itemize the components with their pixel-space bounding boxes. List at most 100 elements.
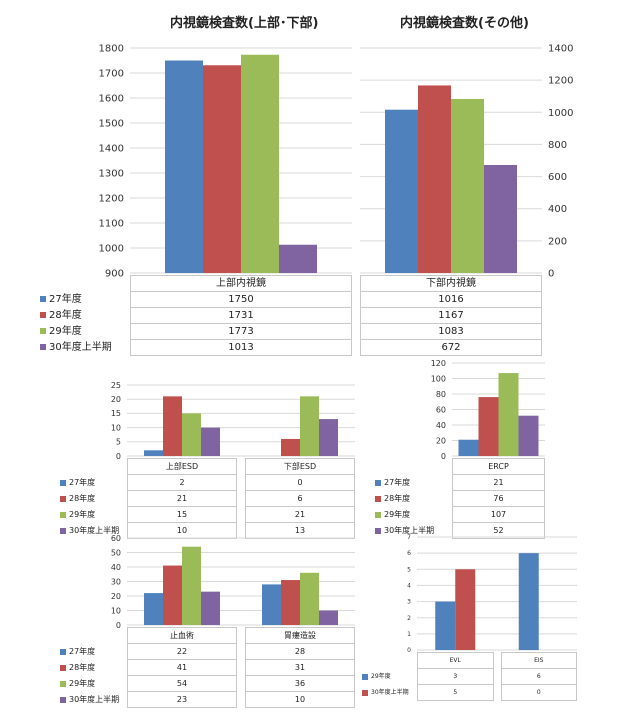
table-row: 29年度 3 6 [362,668,577,685]
bar-c3-s1-c1 [281,438,300,456]
series-name: 29年度 [69,679,96,688]
table-cell: 21 [452,474,545,491]
chart-title: 内視鏡検査数(上部･下部) [170,16,319,31]
series-label: 30年度上半期 [60,692,128,708]
table-cell: 0 [500,684,577,701]
tick-label: 3 [407,599,411,606]
tick-label: 200 [548,236,567,247]
legend-key [375,527,381,534]
series-label: 28年度 [375,491,453,507]
tick-label: 10 [111,423,121,432]
tick-label: 1400 [99,144,124,155]
series-label: 30年度上半期 [362,685,418,701]
bar-c5-s1-c1 [281,580,300,625]
table-category: EIS [500,652,577,669]
data-table: 上部内視鏡 27年度 1750 28年度 1731 29年度 1773 30年度上半期 1013 [40,275,352,356]
table-cell: 76 [452,490,545,507]
legend-key [40,344,46,350]
tick-label: 900 [105,269,124,280]
tick-label: 60 [436,405,446,414]
table-row: 27年度 1750 [40,291,352,308]
bar-c3-s3-c0 [201,427,220,456]
bar-c3-s2-c1 [300,396,319,456]
series-name: 29年度 [49,326,82,337]
series-label: 28年度 [60,660,128,676]
tick-label: 10 [111,606,121,615]
table-spacer [493,685,501,701]
table-row: 27年度 2 0 [60,474,355,491]
legend-key [40,312,46,318]
tick-label: 1600 [99,94,124,105]
tick-label: 1700 [99,69,124,80]
tick-label: 0 [441,452,446,461]
bar-c3-s2-c0 [182,413,201,456]
table-row: 30年度上半期 23 10 [60,691,355,708]
table-row: 28年度 76 [375,490,545,507]
bar-c1-s3-c0 [279,244,317,273]
table-cell: 21 [245,506,355,523]
table-cell: 3 [417,668,494,685]
table-spacer [237,459,246,475]
table-corner [375,459,453,475]
series-name: 30年度上半期 [384,526,435,535]
table-row: 29年度 15 21 [60,506,355,523]
table-category: 止血術 [127,627,237,644]
bar-c4-s3-c0 [518,415,539,456]
tick-label: 30 [111,577,121,586]
legend-key [60,680,66,687]
data-table: 上部ESD 下部ESD 27年度 2 0 28年度 21 6 29年度 15 21 30年度上半期 10… [60,458,355,539]
series-name: 30年度上半期 [49,342,112,353]
bar-c1-s2-c0 [241,54,279,273]
series-name: 29年度 [371,673,391,680]
table-cell: 6 [500,668,577,685]
series-label: 27年度 [40,292,131,308]
series-name: 27年度 [69,478,96,487]
table-spacer [493,653,501,669]
table-cell: 0 [245,474,355,491]
table-row: 28年度 1731 [40,307,352,324]
bar-c6-s0-c0 [435,601,456,650]
table-row: 672 [360,339,542,356]
bar-c4-s2-c0 [498,373,519,456]
tick-label: 40 [436,421,446,430]
chart-plot: 900 1000 1100 1200 1300 1400 1500 1600 1700 1800 [99,44,352,280]
bar-c5-s1-c0 [163,565,182,625]
table-cell: 1731 [130,307,352,324]
table-row: 30年度上半期 52 [375,522,545,539]
table-cell: 107 [452,506,545,523]
chart-title: 内視鏡検査数(その他) [400,16,529,31]
tick-label: 5 [407,566,411,573]
tick-label: 1000 [548,108,573,119]
tick-label: 120 [431,359,446,368]
tick-label: 100 [431,374,446,383]
tick-label: 4 [407,583,411,590]
tick-label: 0 [116,621,121,630]
table-cell: 31 [245,659,355,676]
table-cell: 23 [127,691,237,708]
legend-key [362,689,368,696]
tick-label: 1300 [99,169,124,180]
series-name: 27年度 [49,294,82,305]
bar-c2-s3-c0 [484,165,517,273]
data-table: 下部内視鏡 1016 1167 1083 672 [360,275,542,356]
tick-label: 400 [548,204,567,215]
table-spacer [237,491,246,507]
bar-c1-s1-c0 [203,65,241,273]
table-corner [60,628,128,644]
table-row: 29年度 107 [375,506,545,523]
table-spacer [237,692,246,708]
series-label: 27年度 [60,475,128,491]
bar-c2-s0-c0 [385,109,418,273]
legend-key [362,673,368,680]
bar-c2-s1-c0 [418,85,451,273]
legend-key [60,527,66,534]
table-cell: 1013 [130,339,352,356]
table-row: 27年度 22 28 [60,643,355,660]
bar-c6-s0-c1 [518,553,539,650]
tick-label: 0 [407,647,411,654]
table-row: 29年度 54 36 [60,675,355,692]
series-label: 27年度 [375,475,453,491]
bar-c5-s3-c0 [201,591,220,625]
bar-c1-s0-c0 [165,60,203,273]
table-category: EVL [417,652,494,669]
